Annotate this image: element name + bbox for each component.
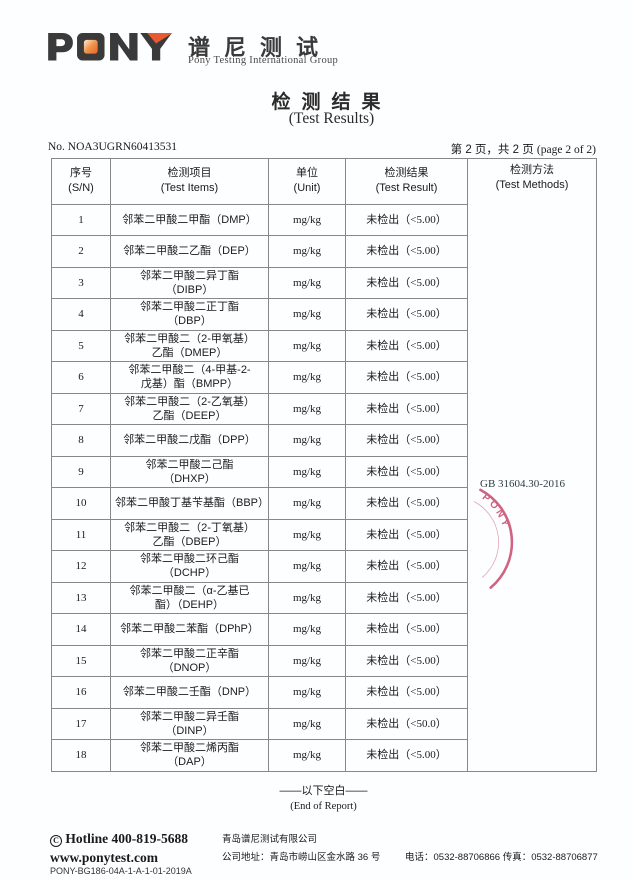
svg-text:PONY: PONY	[480, 492, 511, 530]
